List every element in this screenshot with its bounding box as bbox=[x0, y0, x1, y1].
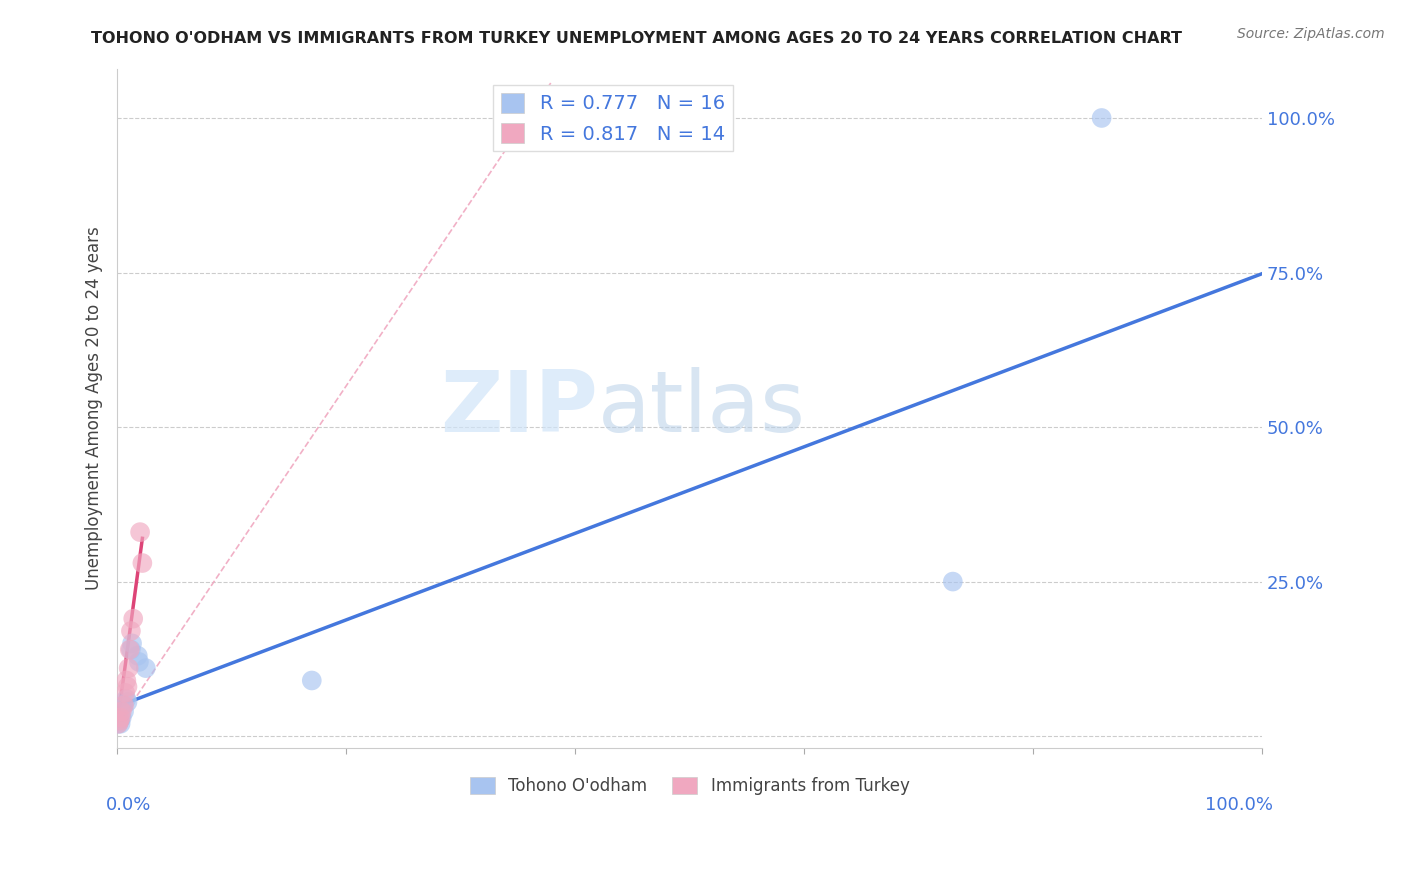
Point bbox=[108, 714, 131, 728]
Point bbox=[121, 636, 143, 650]
Point bbox=[112, 698, 135, 713]
Text: ZIP: ZIP bbox=[440, 367, 598, 450]
Point bbox=[128, 655, 150, 669]
Point bbox=[117, 680, 139, 694]
Point bbox=[120, 642, 142, 657]
Point bbox=[111, 705, 134, 719]
Point bbox=[301, 673, 323, 688]
Point bbox=[1091, 111, 1114, 125]
Point bbox=[131, 556, 153, 570]
Point bbox=[108, 714, 131, 728]
Point bbox=[127, 648, 149, 663]
Point bbox=[120, 624, 142, 638]
Point bbox=[117, 661, 139, 675]
Point bbox=[111, 698, 134, 713]
Point bbox=[115, 673, 138, 688]
Point bbox=[112, 705, 135, 719]
Point bbox=[942, 574, 965, 589]
Point bbox=[110, 710, 132, 724]
Point bbox=[107, 716, 129, 731]
Point bbox=[135, 661, 157, 675]
Y-axis label: Unemployment Among Ages 20 to 24 years: Unemployment Among Ages 20 to 24 years bbox=[86, 227, 103, 591]
Point bbox=[117, 695, 139, 709]
Text: atlas: atlas bbox=[598, 367, 806, 450]
Point bbox=[115, 692, 138, 706]
Point bbox=[118, 642, 141, 657]
Text: 0.0%: 0.0% bbox=[105, 796, 150, 814]
Text: 100.0%: 100.0% bbox=[1205, 796, 1274, 814]
Point bbox=[122, 612, 145, 626]
Point bbox=[111, 710, 134, 724]
Point bbox=[114, 686, 136, 700]
Point bbox=[110, 716, 132, 731]
Point bbox=[107, 716, 129, 731]
Point bbox=[129, 525, 152, 540]
Text: Source: ZipAtlas.com: Source: ZipAtlas.com bbox=[1237, 27, 1385, 41]
Legend: Tohono O'odham, Immigrants from Turkey: Tohono O'odham, Immigrants from Turkey bbox=[463, 770, 917, 801]
Text: TOHONO O'ODHAM VS IMMIGRANTS FROM TURKEY UNEMPLOYMENT AMONG AGES 20 TO 24 YEARS : TOHONO O'ODHAM VS IMMIGRANTS FROM TURKEY… bbox=[91, 31, 1182, 46]
